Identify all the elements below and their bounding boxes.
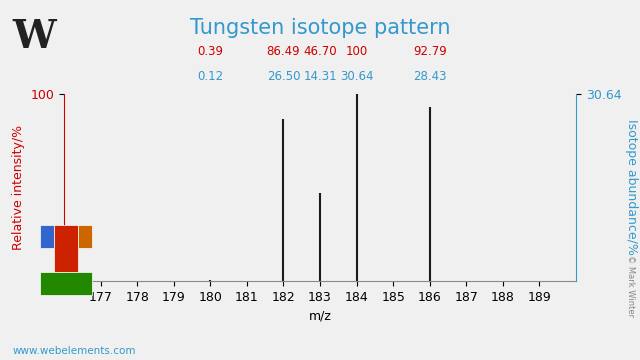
Text: 14.31: 14.31 <box>303 70 337 83</box>
Text: 30.64: 30.64 <box>340 70 373 83</box>
Text: 46.70: 46.70 <box>303 45 337 58</box>
Text: 92.79: 92.79 <box>413 45 447 58</box>
Text: www.webelements.com: www.webelements.com <box>13 346 136 356</box>
Text: W: W <box>13 18 56 56</box>
Text: © Mark Winter: © Mark Winter <box>626 255 635 317</box>
Text: 28.43: 28.43 <box>413 70 447 83</box>
Text: Tungsten isotope pattern: Tungsten isotope pattern <box>189 18 451 38</box>
Text: 86.49: 86.49 <box>267 45 300 58</box>
Y-axis label: Isotope abundance/%: Isotope abundance/% <box>625 119 638 255</box>
X-axis label: m/z: m/z <box>308 309 332 322</box>
Text: 100: 100 <box>346 45 368 58</box>
Text: 0.39: 0.39 <box>197 45 223 58</box>
Text: 0.12: 0.12 <box>197 70 223 83</box>
Text: 26.50: 26.50 <box>267 70 300 83</box>
Y-axis label: Relative intensity/%: Relative intensity/% <box>12 125 25 250</box>
